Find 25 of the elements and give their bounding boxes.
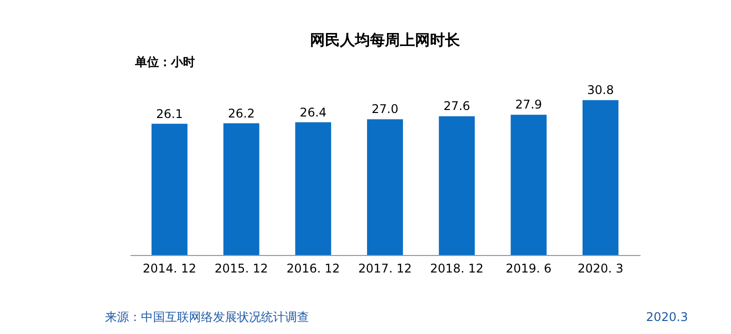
x-tick-label: 2014. 12 <box>142 262 196 276</box>
bar <box>223 123 260 255</box>
x-tick-label: 2015. 12 <box>214 262 268 276</box>
text: 2020.3 <box>646 310 688 324</box>
x-tick-label: 2016. 12 <box>286 262 340 276</box>
bar <box>367 119 403 255</box>
bar <box>510 114 547 255</box>
bar <box>295 122 332 255</box>
chart-title: 网民人均每周上网时长 <box>310 31 461 49</box>
data-label: 26.1 <box>156 106 183 121</box>
data-label: 30.8 <box>587 83 614 98</box>
source-note: 来源：中国互联网络发展状况统计调查 <box>105 310 309 324</box>
x-tick-label: 2019. 6 <box>506 262 552 276</box>
data-label: 26.4 <box>300 105 327 120</box>
data-label: 27.6 <box>443 99 470 114</box>
x-tick-label: 2017. 12 <box>358 262 412 276</box>
bar <box>438 116 475 255</box>
text: 单位：小时 <box>134 55 195 69</box>
bar <box>582 100 618 255</box>
data-label: 27.9 <box>515 98 542 112</box>
data-label: 26.2 <box>228 106 255 120</box>
x-tick-label: 2018. 12 <box>430 262 484 276</box>
data-label: 27.0 <box>372 102 398 116</box>
x-tick-label: 2020. 3 <box>578 262 624 276</box>
bar <box>152 124 188 255</box>
